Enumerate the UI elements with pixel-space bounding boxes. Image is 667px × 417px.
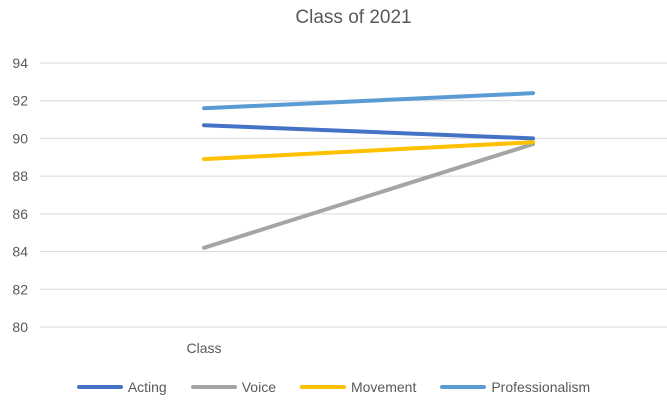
series-line-acting <box>202 123 535 141</box>
legend-item-acting: Acting <box>76 379 167 395</box>
legend-swatch-voice <box>190 385 237 389</box>
legend-swatch-professionalism <box>440 385 487 389</box>
legend-item-voice: Voice <box>190 379 276 395</box>
chart-title: Class of 2021 <box>295 7 412 28</box>
legend-item-movement: Movement <box>299 379 417 395</box>
legend-label: Acting <box>127 379 167 395</box>
y-axis-tick-label: 94 <box>12 55 28 71</box>
y-axis-tick-label: 80 <box>12 319 28 335</box>
x-axis-category-label: Class <box>186 340 221 356</box>
legend-label: Movement <box>350 379 417 395</box>
legend-label: Professionalism <box>491 379 591 395</box>
y-axis-tick-label: 84 <box>12 244 28 260</box>
gridlines: 94 92 90 88 86 84 82 80 <box>12 55 667 335</box>
series-line-voice <box>202 142 535 250</box>
y-axis-tick-label: 86 <box>12 206 28 222</box>
legend-swatch-movement <box>299 385 346 389</box>
series-line-professionalism <box>202 91 535 111</box>
y-axis-tick-label: 92 <box>12 93 28 109</box>
series-line-movement <box>202 140 535 162</box>
series-lines <box>202 91 535 250</box>
y-axis-tick-label: 88 <box>12 168 28 184</box>
chart-legend: Acting Voice Movement Professionalism <box>0 379 667 395</box>
y-axis-tick-label: 82 <box>12 281 28 297</box>
y-axis-tick-label: 90 <box>12 130 28 146</box>
legend-swatch-acting <box>76 385 123 389</box>
legend-label: Voice <box>241 379 276 395</box>
legend-item-professionalism: Professionalism <box>440 379 590 395</box>
